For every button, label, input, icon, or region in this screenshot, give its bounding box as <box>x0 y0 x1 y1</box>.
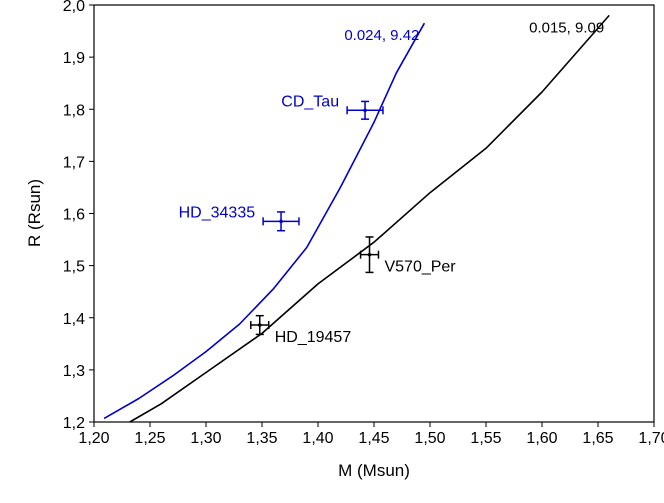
series-label: 0.015, 9.09 <box>529 19 604 36</box>
x-tick-label: 1,30 <box>190 430 221 447</box>
x-tick-label: 1,40 <box>302 430 333 447</box>
y-tick-label: 1,2 <box>63 415 85 432</box>
star-label: HD_19457 <box>275 329 352 346</box>
y-tick-label: 1,6 <box>63 207 85 224</box>
x-axis: 1,20 1,25 1,30 1,35 1,40 1,45 1,50 1,55 1,60 1,65… <box>78 422 664 447</box>
y-tick-label: 1,9 <box>63 50 85 67</box>
x-tick-label: 1,45 <box>358 430 389 447</box>
series-label: 0.024, 9.42 <box>344 27 419 44</box>
series-line-black <box>129 14 610 423</box>
star-marker <box>257 323 262 327</box>
y-axis-label: R (Rsun) <box>25 179 44 247</box>
star-marker <box>363 108 367 113</box>
y-tick-label: 1,5 <box>63 259 85 276</box>
star-point: HD_19457 <box>250 314 352 346</box>
star-label: V570_Per <box>384 259 456 276</box>
x-tick-label: 1,60 <box>526 430 557 447</box>
y-tick-label: 1,7 <box>63 154 85 171</box>
star-point: HD_34335 <box>179 204 300 232</box>
x-tick-label: 1,70 <box>638 430 664 447</box>
star-point: V570_Per <box>359 236 456 276</box>
y-tick-label: 1,4 <box>63 311 85 328</box>
star-points: CD_Tau HD_34335 V570_Per HD_19457 <box>179 93 457 346</box>
star-label: HD_34335 <box>179 204 256 221</box>
model-curves: 0.024, 9.42 0.015, 9.09 <box>103 14 610 423</box>
series-line-blue <box>103 22 426 420</box>
y-tick-label: 1,3 <box>63 363 85 380</box>
star-marker <box>279 219 283 224</box>
x-tick-label: 1,50 <box>414 430 445 447</box>
x-tick-label: 1,55 <box>470 430 501 447</box>
x-tick-label: 1,65 <box>582 430 613 447</box>
x-tick-label: 1,20 <box>78 430 109 447</box>
x-tick-label: 1,35 <box>246 430 277 447</box>
y-tick-label: 2,0 <box>63 0 85 15</box>
star-point: CD_Tau <box>281 93 384 120</box>
x-tick-label: 1,25 <box>134 430 165 447</box>
star-label: CD_Tau <box>281 93 339 110</box>
x-axis-label: M (Msun) <box>338 461 410 480</box>
y-axis: 1,2 1,3 1,4 1,5 1,6 1,7 1,8 1,9 2,0 <box>63 0 94 432</box>
y-tick-label: 1,8 <box>63 102 85 119</box>
star-marker <box>367 252 372 257</box>
